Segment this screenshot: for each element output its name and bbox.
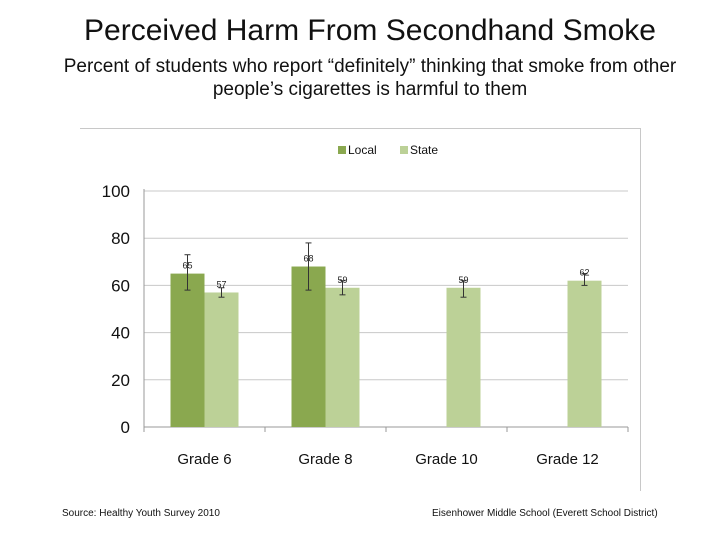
bar-state [325, 287, 360, 427]
chart-subtitle: Percent of students who report “definite… [63, 56, 677, 100]
bar-state [446, 287, 481, 427]
bar-local [291, 266, 326, 427]
y-tick-label: 80 [111, 229, 130, 248]
bar-chart: 0 20 40 60 80 100 Grade 6 65 57 Grade 8 68 59 Grade … [102, 143, 629, 468]
data-label: 62 [579, 268, 589, 278]
x-tick-label: Grade 8 [298, 451, 352, 468]
source-note: Source: Healthy Youth Survey 2010 [62, 508, 220, 519]
data-label: 57 [216, 279, 226, 289]
y-tick-label: 20 [111, 371, 130, 390]
data-label: 68 [303, 254, 313, 264]
data-label: 65 [182, 261, 192, 271]
y-tick-label: 40 [111, 324, 130, 343]
bar-local [170, 273, 205, 427]
y-tick-label: 0 [121, 418, 130, 437]
data-label: 59 [337, 275, 347, 285]
bar-state [567, 280, 602, 427]
legend-swatch-local [338, 146, 346, 154]
legend-swatch-state [400, 146, 408, 154]
legend-label-local: Local [348, 143, 377, 157]
x-tick-label: Grade 10 [415, 451, 478, 468]
y-tick-label: 100 [102, 182, 130, 201]
x-tick-label: Grade 12 [536, 451, 599, 468]
legend-label-state: State [410, 143, 438, 157]
data-label: 59 [458, 275, 468, 285]
chart-title: Perceived Harm From Secondhand Smoke [84, 14, 656, 47]
bar-state [204, 292, 239, 427]
chart-panel: 0 20 40 60 80 100 Grade 6 65 57 Grade 8 68 59 Grade … [80, 128, 641, 491]
x-tick-label: Grade 6 [177, 451, 231, 468]
school-note: Eisenhower Middle School (Everett School… [432, 508, 658, 519]
y-tick-label: 60 [111, 276, 130, 295]
